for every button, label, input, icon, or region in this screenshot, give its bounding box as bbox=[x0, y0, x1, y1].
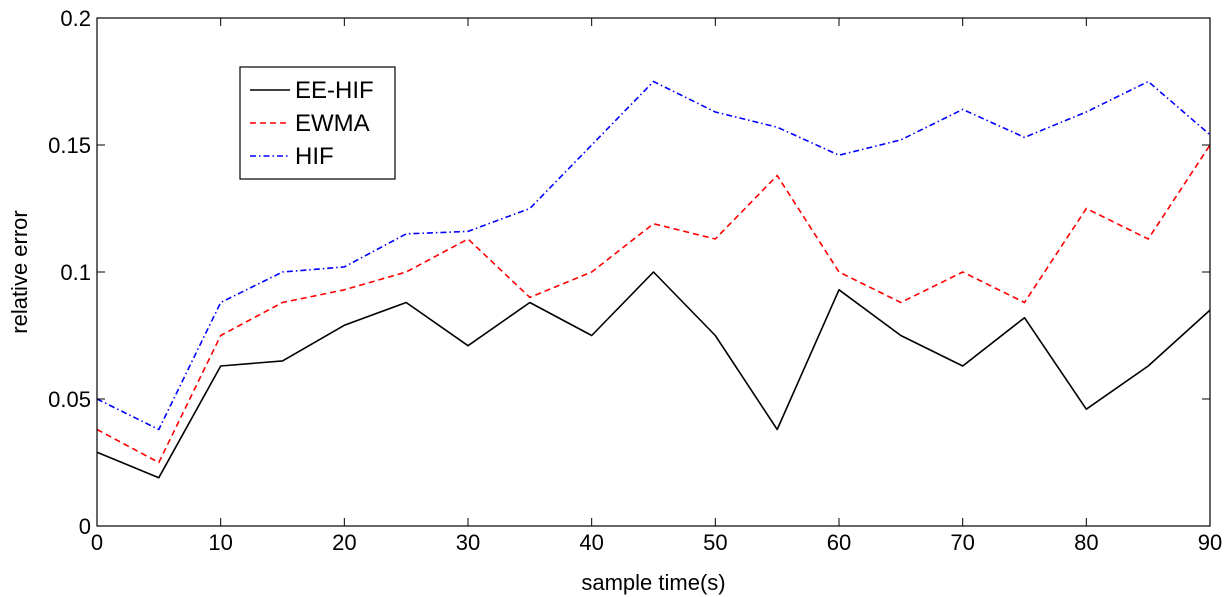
x-axis-title: sample time(s) bbox=[581, 570, 725, 595]
legend-label: EWMA bbox=[295, 110, 370, 137]
y-axis-title: relative error bbox=[7, 210, 32, 333]
series-line-ewma bbox=[96, 144, 1211, 464]
x-tick-label: 10 bbox=[208, 530, 232, 555]
legend: EE-HIF EWMA HIF bbox=[239, 66, 396, 180]
legend-label: HIF bbox=[295, 143, 334, 170]
x-tick-label: 0 bbox=[91, 530, 103, 555]
x-tick-label: 20 bbox=[332, 530, 356, 555]
legend-items: EE-HIF EWMA HIF bbox=[250, 77, 374, 170]
x-tick-label: 90 bbox=[1198, 530, 1222, 555]
x-tick-label: 60 bbox=[827, 530, 851, 555]
x-tick-label: 80 bbox=[1074, 530, 1098, 555]
y-tick-label: 0.2 bbox=[60, 6, 91, 31]
x-tick-label: 50 bbox=[703, 530, 727, 555]
tick-layer: 0 10 20 30 40 50 60 70 80 90 0 0.05 0.1 0.15 0.2 bbox=[48, 6, 1222, 555]
series-line-ee-hif bbox=[96, 271, 1211, 479]
x-tick-label: 70 bbox=[950, 530, 974, 555]
series-layer bbox=[96, 80, 1211, 479]
y-tick-label: 0.1 bbox=[60, 260, 91, 285]
y-tick-label: 0.05 bbox=[48, 387, 91, 412]
y-tick-label: 0 bbox=[79, 514, 91, 539]
legend-label: EE-HIF bbox=[295, 77, 374, 104]
x-tick-label: 30 bbox=[456, 530, 480, 555]
x-tick-label: 40 bbox=[579, 530, 603, 555]
series-line-hif bbox=[96, 80, 1211, 431]
y-tick-label: 0.15 bbox=[48, 133, 91, 158]
